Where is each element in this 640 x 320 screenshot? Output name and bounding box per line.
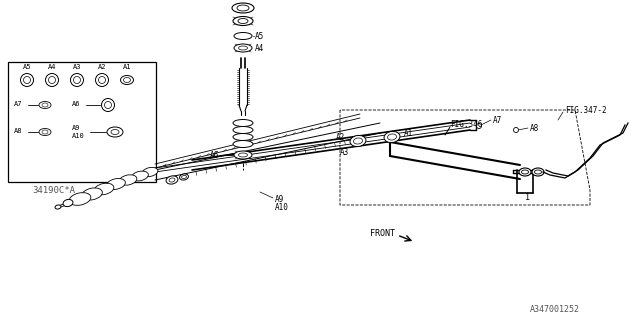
Text: 1: 1: [525, 194, 529, 203]
Text: A6: A6: [72, 101, 81, 107]
Text: A4: A4: [48, 64, 56, 70]
Circle shape: [102, 99, 115, 111]
Text: A2: A2: [98, 64, 106, 70]
Text: A7: A7: [493, 116, 502, 124]
Text: A2: A2: [336, 132, 345, 141]
Text: A4: A4: [255, 44, 264, 52]
Text: A9: A9: [72, 125, 81, 131]
Text: FIG.346: FIG.346: [450, 119, 483, 129]
Text: A7: A7: [14, 101, 22, 107]
Ellipse shape: [166, 176, 178, 184]
Ellipse shape: [238, 19, 248, 23]
Text: A10: A10: [72, 133, 84, 139]
Ellipse shape: [39, 101, 51, 108]
Ellipse shape: [234, 33, 252, 39]
Ellipse shape: [353, 138, 362, 144]
Ellipse shape: [111, 130, 119, 134]
Ellipse shape: [233, 126, 253, 133]
Ellipse shape: [519, 168, 531, 176]
Ellipse shape: [182, 175, 186, 179]
Circle shape: [49, 76, 56, 84]
Ellipse shape: [384, 132, 400, 142]
Ellipse shape: [82, 188, 102, 200]
Ellipse shape: [119, 175, 137, 185]
Ellipse shape: [237, 5, 249, 11]
Circle shape: [513, 127, 518, 132]
Ellipse shape: [107, 127, 123, 137]
Ellipse shape: [69, 193, 91, 205]
Ellipse shape: [232, 3, 254, 13]
Text: A3: A3: [340, 148, 349, 157]
Ellipse shape: [239, 46, 248, 50]
Ellipse shape: [55, 205, 61, 209]
Text: A1: A1: [123, 64, 131, 70]
Ellipse shape: [107, 179, 125, 189]
Ellipse shape: [532, 168, 544, 176]
Ellipse shape: [234, 151, 252, 159]
Ellipse shape: [350, 135, 366, 147]
Ellipse shape: [233, 140, 253, 148]
Ellipse shape: [94, 183, 114, 195]
Circle shape: [477, 124, 481, 129]
Text: A8: A8: [530, 124, 540, 132]
Text: FRONT: FRONT: [370, 228, 395, 237]
Text: A347001252: A347001252: [530, 306, 580, 315]
Ellipse shape: [120, 76, 134, 84]
Text: A5: A5: [255, 31, 264, 41]
Circle shape: [99, 76, 106, 84]
Ellipse shape: [142, 167, 158, 177]
Circle shape: [104, 101, 111, 108]
Ellipse shape: [522, 170, 529, 174]
Circle shape: [74, 76, 81, 84]
Ellipse shape: [39, 129, 51, 135]
Ellipse shape: [233, 133, 253, 140]
Ellipse shape: [42, 103, 48, 107]
Ellipse shape: [239, 153, 248, 157]
Ellipse shape: [233, 17, 253, 26]
Text: A10: A10: [275, 203, 289, 212]
Text: A1: A1: [404, 129, 413, 138]
Text: 34190C*A: 34190C*A: [32, 186, 75, 195]
Bar: [8, 62, 156, 182]
Circle shape: [20, 74, 33, 86]
Text: A9: A9: [275, 196, 284, 204]
Ellipse shape: [132, 171, 148, 181]
Text: A6: A6: [210, 150, 219, 159]
Ellipse shape: [233, 119, 253, 126]
Ellipse shape: [180, 174, 188, 180]
Circle shape: [45, 74, 58, 86]
Ellipse shape: [42, 130, 48, 134]
Ellipse shape: [388, 134, 396, 140]
Ellipse shape: [534, 170, 541, 174]
Text: FIG.347-2: FIG.347-2: [565, 106, 607, 115]
Circle shape: [70, 74, 83, 86]
Circle shape: [24, 76, 31, 84]
Text: A5: A5: [23, 64, 31, 70]
Ellipse shape: [234, 44, 252, 52]
Text: A3: A3: [73, 64, 81, 70]
Circle shape: [95, 74, 109, 86]
Ellipse shape: [169, 178, 175, 182]
Ellipse shape: [124, 77, 131, 83]
Text: A8: A8: [14, 128, 22, 134]
Ellipse shape: [63, 199, 73, 207]
